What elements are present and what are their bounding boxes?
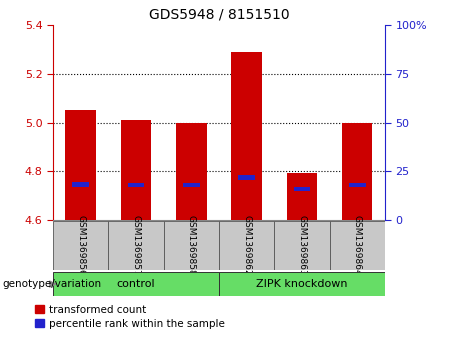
- Bar: [231, 52, 262, 220]
- Bar: [53, 221, 108, 270]
- Text: GSM1369857: GSM1369857: [131, 215, 141, 275]
- Bar: [219, 272, 385, 296]
- Bar: [121, 120, 151, 220]
- Bar: [342, 123, 372, 220]
- Text: control: control: [117, 279, 155, 289]
- Text: ZIPK knockdown: ZIPK knockdown: [256, 279, 348, 289]
- Text: GSM1369863: GSM1369863: [297, 215, 307, 275]
- Bar: [287, 174, 317, 220]
- Text: genotype/variation: genotype/variation: [2, 279, 101, 289]
- Bar: [108, 221, 164, 270]
- Text: GSM1369864: GSM1369864: [353, 215, 362, 275]
- Text: GSM1369856: GSM1369856: [76, 215, 85, 275]
- Bar: [72, 182, 89, 187]
- Bar: [219, 221, 274, 270]
- Bar: [183, 183, 200, 187]
- Bar: [53, 272, 219, 296]
- Bar: [274, 221, 330, 270]
- Legend: transformed count, percentile rank within the sample: transformed count, percentile rank withi…: [35, 305, 225, 329]
- Bar: [238, 175, 255, 180]
- Bar: [65, 110, 96, 220]
- Title: GDS5948 / 8151510: GDS5948 / 8151510: [148, 8, 290, 21]
- Bar: [294, 187, 310, 191]
- Bar: [128, 183, 144, 187]
- Bar: [164, 221, 219, 270]
- Bar: [176, 123, 207, 220]
- Text: GSM1369862: GSM1369862: [242, 215, 251, 275]
- Text: GSM1369858: GSM1369858: [187, 215, 196, 275]
- Bar: [330, 221, 385, 270]
- Bar: [349, 183, 366, 187]
